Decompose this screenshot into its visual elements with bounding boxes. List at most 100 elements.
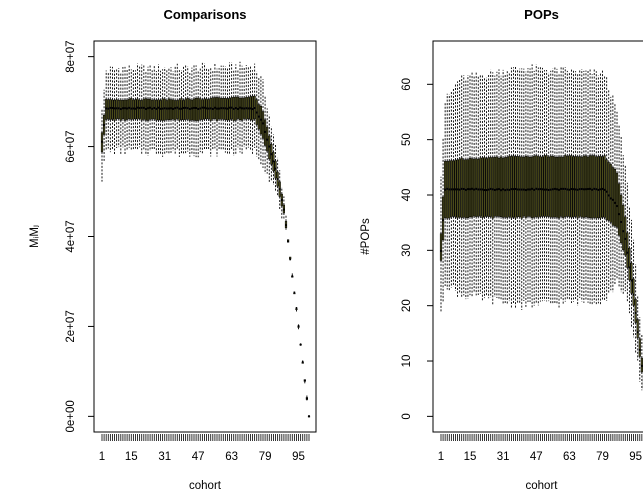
box-iqr — [630, 262, 633, 294]
cohort-box — [545, 69, 548, 302]
cohort-box — [218, 68, 221, 150]
x-tick-label: 95 — [629, 451, 642, 463]
box-iqr — [491, 157, 494, 219]
x-tick-label: 1 — [99, 451, 105, 463]
cohort-box — [460, 74, 463, 298]
y-tick-label: 6e+07 — [65, 130, 77, 162]
box-iqr — [535, 155, 538, 217]
box-iqr — [132, 99, 135, 120]
cohort-box — [169, 67, 173, 153]
cohort-box — [113, 68, 116, 156]
box-iqr — [142, 98, 145, 120]
cohort-box — [182, 65, 185, 155]
box-iqr — [479, 157, 482, 217]
box-iqr — [159, 100, 162, 121]
box-iqr — [136, 98, 139, 120]
x-tick-label: 31 — [497, 451, 510, 463]
box-iqr — [622, 204, 625, 251]
box-iqr — [609, 164, 612, 223]
cohort-box — [439, 176, 443, 313]
box-iqr — [481, 157, 484, 218]
x-axis-label: cohort — [189, 480, 222, 492]
cohort-box — [640, 334, 643, 391]
x-tick-label: 95 — [292, 451, 305, 463]
cohort-box — [109, 66, 112, 153]
box-iqr — [174, 100, 177, 121]
cohort-box — [278, 170, 281, 210]
box-iqr — [493, 156, 496, 217]
chart-title: POPs — [524, 7, 559, 22]
box-iqr — [468, 157, 472, 218]
x-tick-label: 31 — [158, 451, 171, 463]
box-iqr — [628, 248, 631, 281]
y-tick-label: 30 — [401, 244, 413, 257]
cohort-box — [297, 323, 300, 330]
cohort-box — [243, 66, 246, 148]
cohort-box — [499, 75, 503, 301]
cohort-box — [620, 135, 623, 293]
box-iqr — [441, 196, 445, 241]
cohort-box — [462, 75, 465, 296]
box-iqr — [514, 156, 517, 219]
box-iqr — [589, 155, 592, 219]
box-iqr — [626, 232, 629, 268]
cohort-box — [518, 68, 521, 304]
cohort-box — [305, 394, 308, 401]
cohort-box — [578, 69, 581, 298]
cohort-box — [510, 67, 513, 308]
cohort-box — [504, 74, 507, 303]
box-iqr — [582, 155, 585, 218]
box-iqr — [487, 157, 490, 218]
box-iqr — [460, 157, 463, 218]
cohort-box — [155, 70, 158, 156]
box-iqr — [483, 157, 486, 218]
cohort-box — [251, 70, 254, 155]
cohort-box — [473, 76, 476, 293]
box-iqr — [146, 98, 150, 121]
cohort-box — [609, 96, 612, 291]
cohort-box — [142, 64, 145, 151]
cohort-box — [107, 71, 110, 149]
cohort-box — [165, 69, 168, 153]
box-iqr — [593, 155, 596, 218]
box-iqr — [192, 98, 196, 121]
box-iqr — [522, 156, 525, 217]
cohort-box — [172, 71, 175, 151]
cohort-box — [128, 64, 131, 148]
cohort-box — [493, 75, 496, 298]
box-iqr — [537, 156, 540, 218]
cohort-box — [638, 317, 641, 382]
cohort-box — [506, 71, 509, 305]
box-iqr — [584, 155, 588, 218]
box-iqr — [638, 338, 641, 357]
cohort-box — [636, 295, 639, 361]
cohort-box — [580, 69, 583, 302]
cohort-box — [295, 306, 298, 313]
y-tick-label: 4e+07 — [65, 220, 77, 252]
cohort-box — [466, 75, 469, 299]
cohort-box — [293, 291, 296, 295]
box-iqr — [526, 156, 530, 217]
cohort-box — [613, 102, 617, 285]
box-iqr — [524, 155, 527, 218]
box-iqr — [512, 155, 515, 218]
cohort-box — [140, 64, 143, 155]
box-iqr — [140, 100, 143, 121]
x-tick-label: 47 — [192, 451, 205, 463]
x-tick-label: 1 — [438, 451, 444, 463]
cohort-box — [441, 138, 445, 303]
cohort-box — [458, 79, 461, 294]
box-iqr — [119, 99, 122, 121]
cohort-box — [539, 66, 542, 302]
cohort-box — [199, 67, 202, 153]
box-iqr — [178, 99, 181, 121]
cohort-box — [130, 69, 133, 151]
cohort-box — [562, 66, 565, 306]
cohort-box — [201, 62, 204, 154]
cohort-box — [257, 77, 260, 161]
cohort-box — [276, 157, 279, 196]
cohort-box — [537, 67, 540, 306]
cohort-box — [477, 75, 480, 295]
box-iqr — [504, 157, 507, 218]
